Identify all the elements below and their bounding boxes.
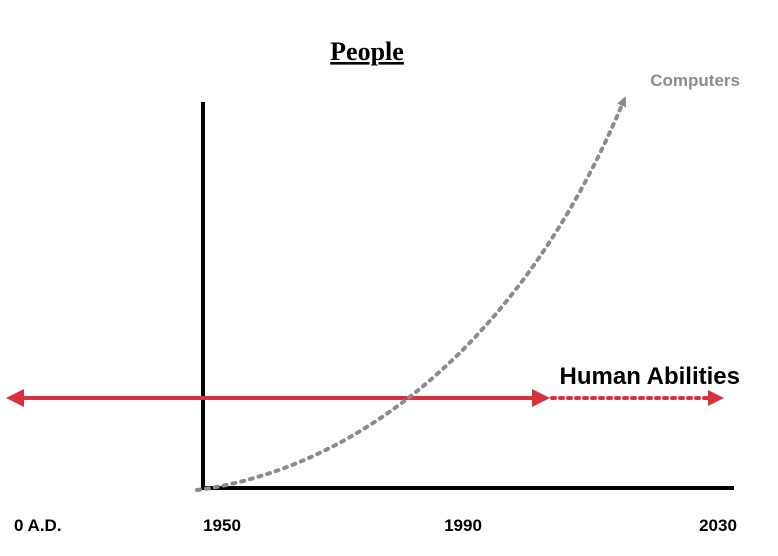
computers-label: Computers [650,71,740,90]
human-abilities-projection-arrowhead [708,390,724,406]
human-abilities-right-arrowhead [532,389,550,407]
x-tick-label: 1950 [203,516,241,535]
x-tick-label: 2030 [699,516,737,535]
chart-title: People [330,37,404,66]
x-tick-label: 0 A.D. [14,516,62,535]
x-tick-label: 1990 [444,516,482,535]
human-abilities-left-arrowhead [6,389,24,407]
computers-curve [195,96,627,492]
human-abilities-label: Human Abilities [560,363,740,390]
